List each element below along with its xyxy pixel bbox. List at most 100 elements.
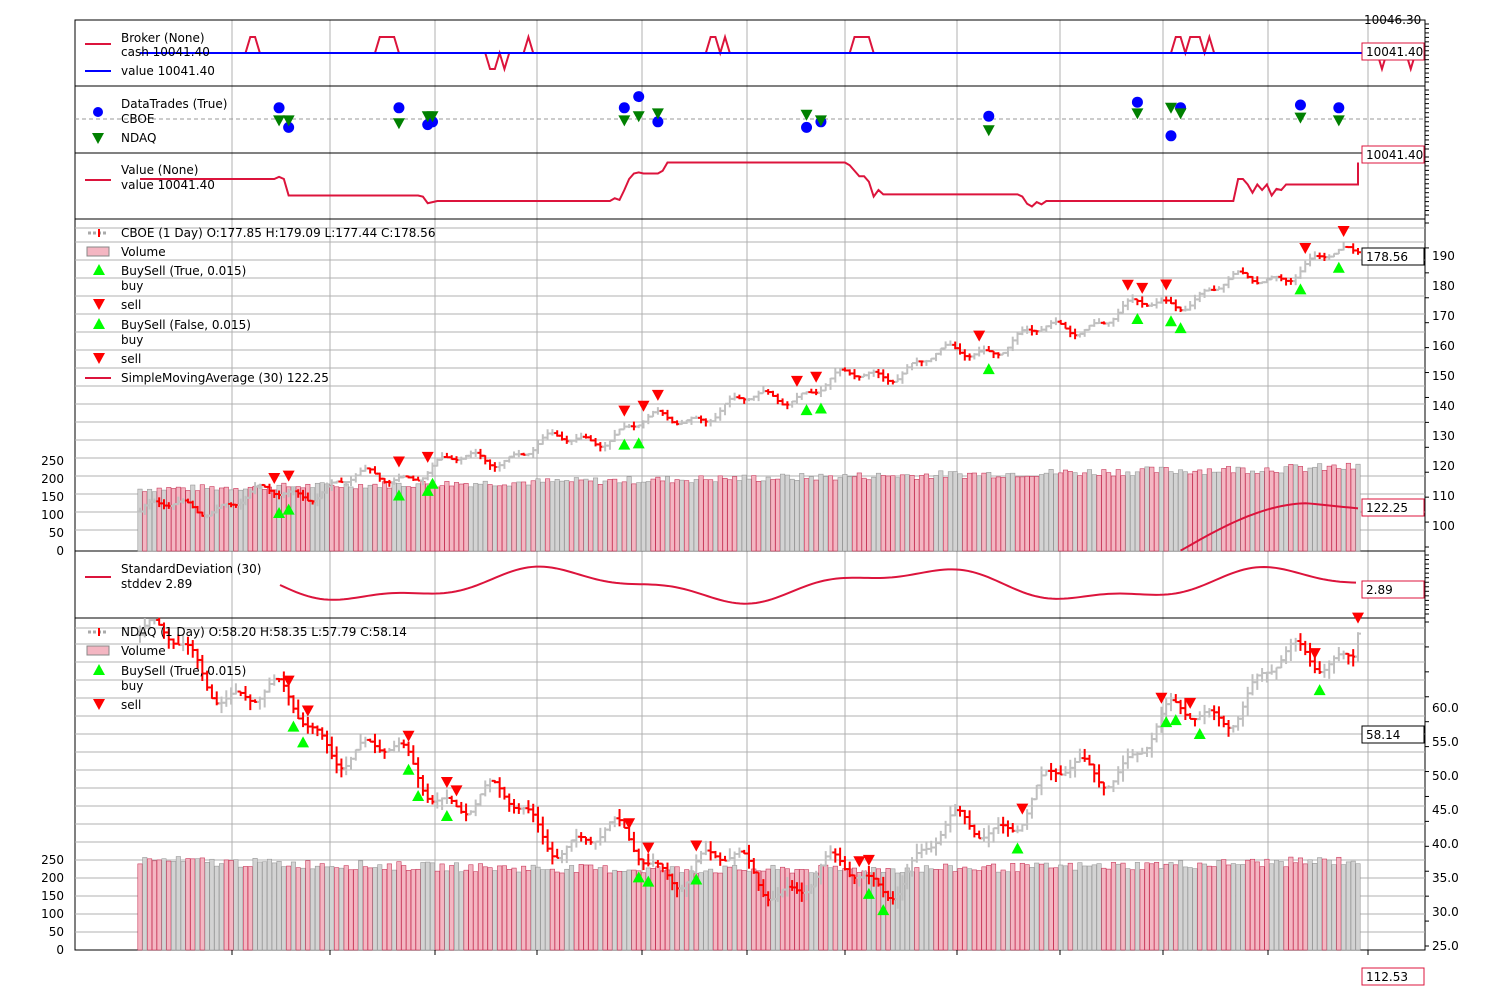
cboe-buy-marker: [273, 506, 286, 518]
legend-layer: Broker (None)cash 10041.40 value 10041.40…: [85, 31, 435, 712]
cboe-volume-bar: [1250, 470, 1256, 552]
ndaq-buy-marker: [402, 763, 415, 775]
ndaq-right-tick: 55.0: [1432, 735, 1459, 749]
cboe-volume-bar: [856, 472, 862, 552]
cboe-volume-bar: [257, 484, 263, 552]
ndaq-volume-bar: [175, 856, 181, 951]
ndaq-volume-bar: [1192, 868, 1198, 951]
cboe-volume-bar: [751, 475, 757, 552]
cboe-legend-8: SimpleMovingAverage (30) 122.25: [121, 371, 329, 385]
ndaq-volume-bar: [367, 867, 373, 951]
cboe-volume-bar: [684, 480, 690, 552]
cboe-volume-bar: [262, 489, 268, 552]
cboe-volume-bar: [329, 484, 335, 552]
cboe-volume-bar: [1293, 464, 1299, 552]
cboe-volume-bar: [238, 489, 244, 552]
cboe-volume-bar: [861, 477, 867, 552]
cboe-volume-bar: [981, 472, 987, 552]
ndaq-legend-0: NDAQ (1 Day) O:58.20 H:58.35 L:57.79 C:5…: [121, 625, 407, 639]
cboe-volume-bar: [1269, 470, 1275, 552]
axis-layer: 10041.40 10046.30 10041.40 0 50 100 150 200 250 1…: [41, 13, 1459, 986]
ndaq-volume-bar: [477, 863, 483, 951]
cboe-volume-bar: [1216, 471, 1222, 552]
cboe-volume-bar: [305, 483, 311, 552]
ndaq-volume-bar: [473, 871, 479, 951]
ndaq-volume-bar: [310, 868, 316, 951]
ndaq-volume-bar: [770, 864, 776, 951]
cboe-volume-bar: [698, 475, 704, 552]
ndaq-volume-bar: [1091, 864, 1097, 951]
cboe-volume-bar: [1235, 466, 1241, 552]
cboe-legend-3: buy: [121, 279, 143, 293]
cboe-volume-bar: [626, 476, 632, 552]
ndaq-volume-bar: [804, 869, 810, 951]
ndaq-volume-bar: [338, 867, 344, 951]
cboe-volume-bar: [247, 486, 253, 552]
ndaq-volume-bar: [204, 861, 210, 951]
ndaq-sell-marker: [853, 856, 866, 868]
ndaq-volume-bar: [501, 865, 507, 951]
trade-ndaq-point: [1294, 112, 1307, 124]
cboe-sell-marker: [618, 405, 631, 417]
ndaq-volume-bar: [703, 870, 709, 951]
cboe-volume-bar: [693, 479, 699, 552]
ndaq-volume-bar: [1077, 862, 1083, 951]
ndaq-volume-bar: [247, 866, 253, 951]
ndaq-legend-3: buy: [121, 679, 143, 693]
cboe-sell-marker: [1136, 282, 1149, 294]
ndaq-volume-bar: [756, 870, 762, 951]
broker-top-clipped-value: 10046.30: [1364, 13, 1421, 27]
cboe-left-tick: 200: [41, 472, 64, 486]
ndaq-volume-bar: [799, 869, 805, 951]
ndaq-volume-bar: [1039, 863, 1045, 951]
ndaq-volume-bar: [1053, 867, 1059, 951]
ndaq-volume-bar: [669, 866, 675, 951]
ndaq-sell-marker: [1016, 803, 1029, 815]
ndaq-buy-marker: [1160, 716, 1173, 728]
cboe-sell-marker: [1160, 279, 1173, 291]
cboe-volume-bar: [895, 477, 901, 552]
cboe-volume-bar: [976, 475, 982, 552]
cboe-volume-bar: [338, 487, 344, 552]
cboe-volume-bar: [434, 486, 440, 552]
ndaq-legend-volume-icon: [86, 645, 110, 656]
cboe-volume-bar: [1154, 472, 1160, 552]
ndaq-volume-bar: [741, 870, 747, 951]
ndaq-volume-bar: [276, 860, 282, 951]
cboe-volume-bar: [1226, 466, 1232, 552]
ndaq-volume-bar: [1254, 861, 1260, 951]
cboe-volume-bar: [636, 482, 642, 552]
ndaq-volume-bar: [1216, 860, 1222, 951]
ndaq-volume-bar: [578, 864, 584, 951]
cboe-volume-bar: [765, 476, 771, 552]
cboe-volume-bar: [219, 487, 225, 552]
ndaq-volume-bar: [808, 872, 814, 951]
ndaq-volume-bar: [588, 864, 594, 951]
ndaq-volume-bar: [602, 865, 608, 951]
ndaq-volume-bar: [401, 865, 407, 951]
ndaq-volume-bar: [1034, 862, 1040, 951]
ndaq-volume-bar: [195, 858, 201, 951]
cboe-volume-bar: [1168, 471, 1174, 552]
ndaq-right-tick: 30.0: [1432, 905, 1459, 919]
cboe-legend-volume-icon: [86, 246, 110, 257]
legend-ndaq-triangle-icon: [92, 133, 104, 144]
ndaq-buy-marker: [690, 873, 703, 885]
cboe-volume-bar: [1283, 466, 1289, 552]
cboe-volume-bar: [583, 478, 589, 552]
cboe-volume-bar: [367, 484, 373, 552]
ndaq-buy-marker: [877, 904, 890, 916]
cboe-legend-1: Volume: [121, 245, 166, 259]
legend-stddev-value: stddev 2.89: [121, 577, 192, 591]
cboe-volume-bar: [1192, 470, 1198, 552]
cboe-volume-bar: [242, 488, 248, 552]
cboe-legend-buy-icon: [93, 264, 105, 275]
cboe-volume-bar: [1082, 472, 1088, 552]
ndaq-legend-sell-icon: [93, 699, 105, 710]
cboe-volume-bar: [1182, 471, 1188, 552]
cboe-buy-marker: [421, 484, 434, 496]
ndaq-volume-bar: [861, 870, 867, 951]
cboe-volume-bar: [991, 477, 997, 552]
cboe-volume-bar: [1091, 474, 1097, 552]
cboe-volume-bar: [252, 485, 258, 552]
